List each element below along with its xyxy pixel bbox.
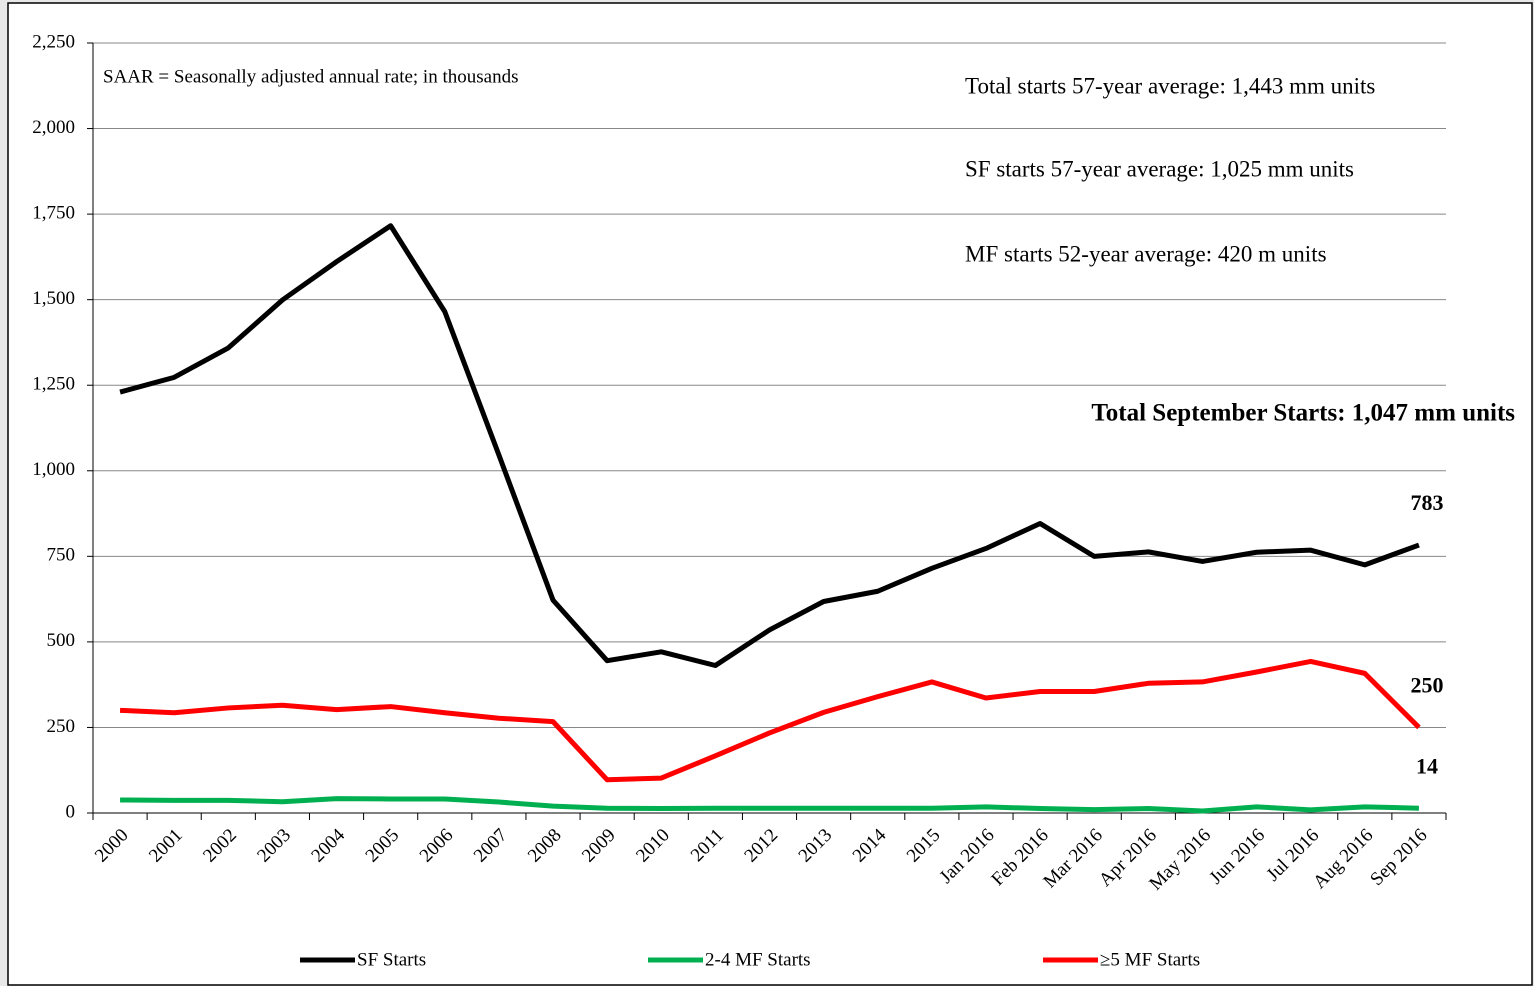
data-label: 783 xyxy=(1410,490,1443,515)
legend-label: ≥5 MF Starts xyxy=(1100,949,1200,970)
y-tick-label: 1,250 xyxy=(32,374,75,395)
annotation: MF starts 52-year average: 420 m units xyxy=(965,241,1327,266)
y-tick-label: 1,000 xyxy=(32,459,75,480)
series-line xyxy=(120,796,1420,814)
data-label: 250 xyxy=(1410,672,1443,697)
annotation: SF starts 57-year average: 1,025 mm unit… xyxy=(965,156,1354,181)
data-label: 14 xyxy=(1416,753,1438,778)
legend-label: 2-4 MF Starts xyxy=(705,949,811,970)
annotation: Total starts 57-year average: 1,443 mm u… xyxy=(965,73,1375,98)
chart-frame xyxy=(7,2,1533,986)
series-line xyxy=(119,223,1420,669)
y-tick-label: 500 xyxy=(47,630,76,651)
annotation: Total September Starts: 1,047 mm units xyxy=(1091,400,1515,427)
series-line xyxy=(119,658,1421,783)
y-tick-label: 2,250 xyxy=(32,31,75,52)
y-tick-label: 0 xyxy=(66,801,76,822)
y-tick-label: 250 xyxy=(47,716,76,737)
y-tick-label: 1,750 xyxy=(32,202,75,223)
legend-label: SF Starts xyxy=(357,949,426,970)
y-tick-label: 1,500 xyxy=(32,288,75,309)
y-tick-label: 2,000 xyxy=(32,117,75,138)
y-tick-label: 750 xyxy=(47,545,76,566)
annotation: SAAR = Seasonally adjusted annual rate; … xyxy=(103,66,518,87)
